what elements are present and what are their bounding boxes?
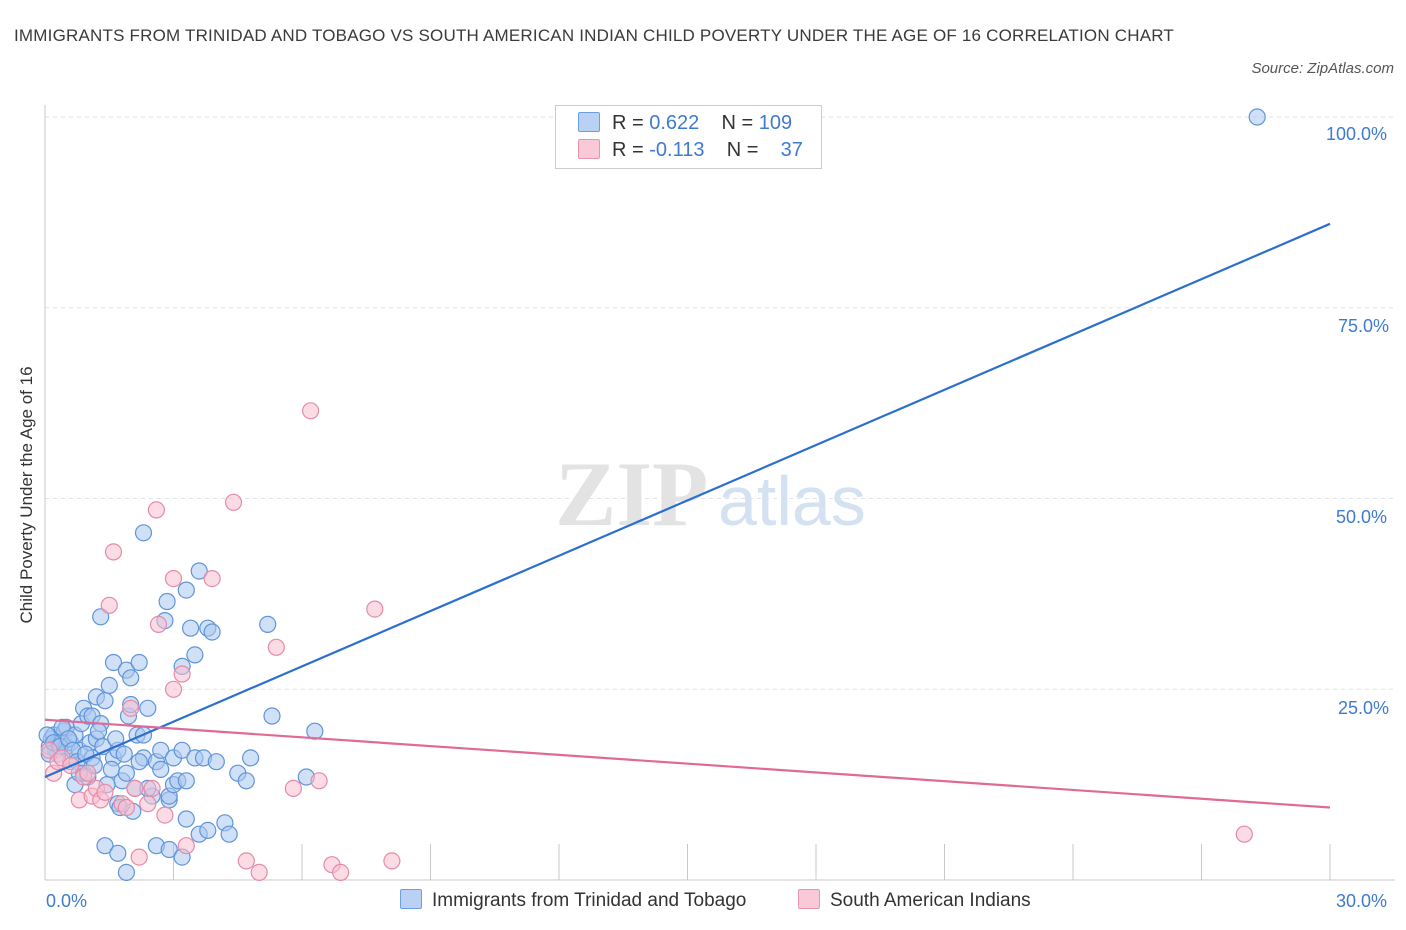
blue-data-point [190,562,208,580]
pink-data-point [147,501,165,519]
pink-data-point [383,852,401,870]
pink-data-point [126,779,144,798]
pink-points [40,402,1253,882]
trend-line-blue [44,222,1331,779]
blue-data-point [130,753,148,771]
pink-data-point [149,615,168,634]
blue-data-point [186,646,204,664]
blue-data-point [104,653,123,672]
blue-data-point [92,608,110,626]
blue-data-point [1248,108,1266,126]
blue-data-point [158,592,176,611]
watermark: ZIP atlas [555,443,866,545]
blue-data-point [117,863,136,882]
blue-data-point [203,623,221,641]
chart-source: Source: ZipAtlas.com [1251,60,1394,77]
pink-data-point [332,863,350,882]
pink-data-point [224,493,243,511]
legend-row-pink: R = -0.113 N = 37 [578,139,803,165]
pink-data-point [164,569,183,588]
svg-text:ZIP: ZIP [555,443,708,545]
blue-data-point [134,524,153,542]
blue-data-point [177,581,195,599]
blue-data-point [115,745,133,763]
chart-title: IMMIGRANTS FROM TRINIDAD AND TOBAGO VS S… [14,26,1175,45]
y-tick-75: 75.0% [1338,316,1390,336]
blue-data-point [237,772,255,790]
blue-data-point [122,669,140,687]
blue-data-point [139,699,157,717]
pink-data-point [1235,825,1253,843]
blue-data-point [242,749,260,767]
blue-data-point [220,825,238,843]
legend-swatch-pink [578,139,600,159]
blue-data-point [199,821,217,840]
pink-data-point [122,699,140,717]
pink-data-point [164,680,183,698]
blue-data-point [130,653,148,672]
pink-data-point [203,569,221,588]
blue-data-point [177,772,195,790]
pink-data-point [366,600,384,618]
pink-data-point [104,543,123,561]
pink-data-point [250,863,268,882]
pink-data-point [177,837,195,855]
pink-data-point [267,638,285,656]
pink-data-point [284,779,302,798]
pink-data-point [310,772,328,790]
pink-data-point [96,783,114,801]
pink-data-point [130,848,148,866]
blue-data-point [102,760,121,779]
y-tick-25: 25.0% [1338,698,1390,718]
svg-text:atlas: atlas [718,462,866,540]
blue-data-point [109,844,127,862]
pink-data-point [100,596,118,614]
blue-data-point [177,810,195,828]
blue-data-point [152,741,170,759]
bottom-legend-blue: Immigrants from Trinidad and Tobago [400,889,746,912]
blue-data-point [100,676,118,695]
gridlines [45,116,1395,690]
bottom-legend-swatch-pink [798,889,820,909]
blue-data-point [96,837,114,855]
y-tick-100: 100.0% [1326,124,1388,144]
blue-data-point [152,760,170,779]
x-tick-right: 30.0% [1336,891,1388,911]
pink-data-point [237,852,255,870]
blue-data-point [89,722,108,740]
trend-lines [44,222,1331,809]
blue-data-point [182,619,200,637]
legend-swatch-blue [578,112,600,132]
x-tick-left: 0.0% [46,891,88,911]
trend-line-pink [44,718,1331,809]
blue-data-point [96,692,114,710]
blue-data-point [207,753,225,771]
pink-data-point [139,795,157,813]
legend-row-blue: R = 0.622 N = 109 [578,112,792,138]
blue-data-point [263,707,281,725]
blue-data-point [117,764,136,782]
pink-data-point [79,764,97,782]
pink-data-point [173,665,191,683]
bottom-legend-swatch-blue [400,889,422,909]
blue-data-point [160,840,178,859]
legend: R = 0.622 N = 109 R = -0.113 N = 37 [555,105,822,169]
pink-data-point [117,798,136,817]
bottom-legend-pink: South American Indians [798,889,1031,912]
y-tick-50: 50.0% [1336,507,1388,527]
blue-data-point [259,615,277,634]
pink-data-point [40,741,58,759]
pink-data-point [156,806,174,824]
pink-data-point [143,779,161,798]
blue-data-point [173,741,191,759]
pink-data-point [302,402,320,420]
